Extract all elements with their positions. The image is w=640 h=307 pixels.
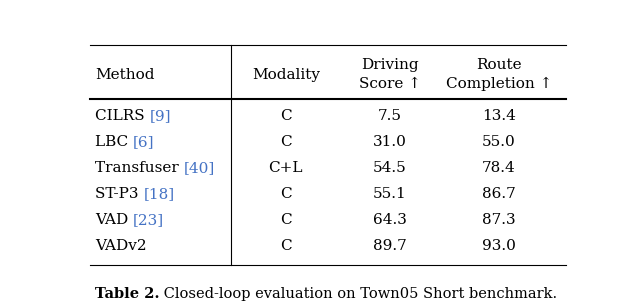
Text: 55.1: 55.1 bbox=[373, 187, 407, 201]
Text: C: C bbox=[280, 213, 292, 227]
Text: 93.0: 93.0 bbox=[482, 239, 516, 253]
Text: Modality: Modality bbox=[252, 68, 320, 82]
Text: ST-P3: ST-P3 bbox=[95, 187, 143, 201]
Text: LBC: LBC bbox=[95, 135, 133, 149]
Text: Route: Route bbox=[476, 58, 522, 72]
Text: C+L: C+L bbox=[269, 161, 303, 175]
Text: Completion ↑: Completion ↑ bbox=[446, 77, 552, 91]
Text: C: C bbox=[280, 239, 292, 253]
Text: C: C bbox=[280, 109, 292, 123]
Text: [23]: [23] bbox=[133, 213, 164, 227]
Text: [6]: [6] bbox=[133, 135, 154, 149]
Text: 55.0: 55.0 bbox=[483, 135, 516, 149]
Text: 54.5: 54.5 bbox=[373, 161, 407, 175]
Text: Closed-loop evaluation on Town05 Short benchmark.: Closed-loop evaluation on Town05 Short b… bbox=[159, 287, 557, 301]
Text: Transfuser: Transfuser bbox=[95, 161, 184, 175]
Text: C: C bbox=[280, 187, 292, 201]
Text: 89.7: 89.7 bbox=[373, 239, 407, 253]
Text: [40]: [40] bbox=[184, 161, 215, 175]
Text: 87.3: 87.3 bbox=[483, 213, 516, 227]
Text: C: C bbox=[280, 135, 292, 149]
Text: VADv2: VADv2 bbox=[95, 239, 147, 253]
Text: 31.0: 31.0 bbox=[373, 135, 407, 149]
Text: [9]: [9] bbox=[149, 109, 171, 123]
Text: 78.4: 78.4 bbox=[483, 161, 516, 175]
Text: 86.7: 86.7 bbox=[483, 187, 516, 201]
Text: VAD: VAD bbox=[95, 213, 133, 227]
Text: 13.4: 13.4 bbox=[482, 109, 516, 123]
Text: Table 2.: Table 2. bbox=[95, 287, 159, 301]
Text: Method: Method bbox=[95, 68, 154, 82]
Text: Score ↑: Score ↑ bbox=[359, 77, 421, 91]
Text: 64.3: 64.3 bbox=[373, 213, 407, 227]
Text: Driving: Driving bbox=[361, 58, 419, 72]
Text: [18]: [18] bbox=[143, 187, 174, 201]
Text: 7.5: 7.5 bbox=[378, 109, 402, 123]
Text: CILRS: CILRS bbox=[95, 109, 149, 123]
